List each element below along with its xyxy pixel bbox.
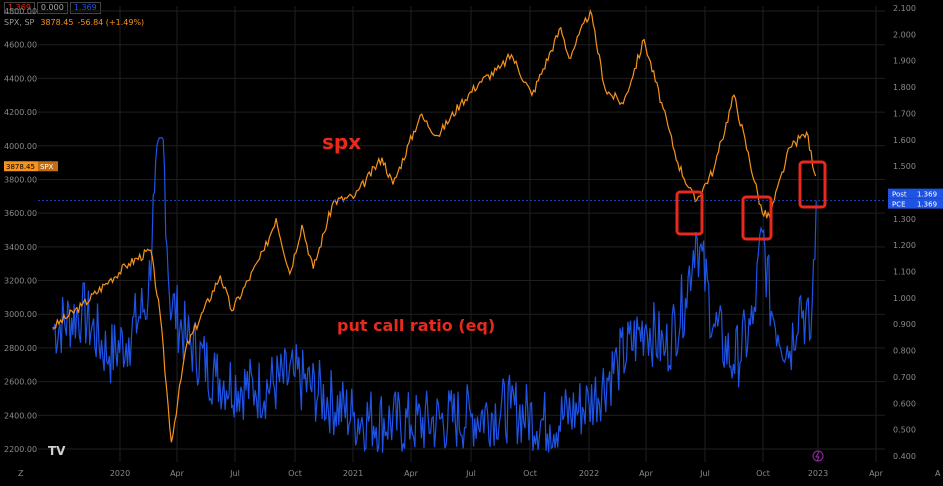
spx-line bbox=[52, 8, 817, 443]
x-axis-tick: Jul bbox=[465, 469, 476, 478]
highlight-box bbox=[741, 195, 773, 241]
left-axis-tick: 4400.00 bbox=[4, 74, 37, 83]
right-axis-tick: 2.000 bbox=[893, 30, 916, 39]
axis-corner-left: Z bbox=[18, 469, 24, 478]
highlight-box bbox=[675, 190, 704, 236]
right-axis-tick: 0.400 bbox=[893, 452, 916, 461]
left-axis-tick: 3600.00 bbox=[4, 209, 37, 218]
right-axis-tick: 1.500 bbox=[893, 162, 916, 171]
pcr-price-tag bbox=[888, 198, 943, 209]
x-axis-tick: Apr bbox=[170, 469, 185, 478]
right-axis-tick: 1.600 bbox=[893, 136, 916, 145]
pcr-price-tag-label: Post bbox=[892, 191, 907, 199]
x-axis-tick: 2020 bbox=[110, 469, 130, 478]
legend-value-c: 1.369 bbox=[69, 2, 101, 14]
right-axis-tick: 0.600 bbox=[893, 399, 916, 408]
highlight-box bbox=[798, 160, 827, 209]
put-call-ratio-line bbox=[52, 137, 817, 453]
right-axis-tick: 2.100 bbox=[893, 4, 916, 13]
pcr-price-tag-value: 1.369 bbox=[917, 201, 937, 209]
left-axis-tick: 4000.00 bbox=[4, 142, 37, 151]
spx-symbol-tag bbox=[38, 161, 58, 172]
symbol-label[interactable]: SPX, SP bbox=[4, 18, 35, 27]
right-axis-tick: 1.700 bbox=[893, 109, 916, 118]
chart-legend: 1.369 0.000 1.369 SPX, SP 3878.45 -56.84 (+1… bbox=[4, 2, 144, 27]
right-axis-tick: 0.900 bbox=[893, 320, 916, 329]
left-axis-tick: 2400.00 bbox=[4, 411, 37, 420]
left-axis-tick: 3200.00 bbox=[4, 277, 37, 286]
x-axis-tick: Jul bbox=[229, 469, 240, 478]
x-axis-tick: 2022 bbox=[579, 469, 599, 478]
symbol-last-price: 3878.45 bbox=[40, 18, 74, 27]
right-axis-tick: 1.200 bbox=[893, 241, 916, 250]
x-axis-tick: Jul bbox=[699, 469, 710, 478]
left-axis-tick: 2600.00 bbox=[4, 378, 37, 387]
left-axis-tick: 3800.00 bbox=[4, 175, 37, 184]
right-axis-tick: 1.300 bbox=[893, 215, 916, 224]
left-axis-tick: 4600.00 bbox=[4, 41, 37, 50]
x-axis-tick: Apr bbox=[869, 469, 884, 478]
right-axis-tick: 0.700 bbox=[893, 373, 916, 382]
pcr-price-tag bbox=[888, 188, 943, 199]
left-axis-tick: 4200.00 bbox=[4, 108, 37, 117]
x-axis-tick: Oct bbox=[523, 469, 537, 478]
spx-price-tag bbox=[4, 161, 38, 172]
left-axis-tick: 2200.00 bbox=[4, 445, 37, 454]
legend-value-a: 1.369 bbox=[4, 2, 35, 14]
x-axis-tick: Oct bbox=[756, 469, 770, 478]
tradingview-logo: TV bbox=[48, 444, 66, 458]
spx-symbol-tag-label: SPX bbox=[40, 163, 54, 171]
pcr-price-tag-value: 1.369 bbox=[917, 191, 937, 199]
left-axis-tick: 4800.00 bbox=[4, 7, 37, 16]
annotation-put-call-ratio: put call ratio (eq) bbox=[337, 316, 495, 335]
x-axis-tick: Apr bbox=[639, 469, 654, 478]
pcr-price-tag-label: PCE bbox=[892, 201, 906, 209]
symbol-change: -56.84 (+1.49%) bbox=[77, 18, 145, 27]
right-axis-tick: 1.000 bbox=[893, 294, 916, 303]
lightning-icon bbox=[812, 450, 824, 462]
legend-value-b: 0.000 bbox=[36, 2, 68, 14]
right-axis-tick: 1.800 bbox=[893, 83, 916, 92]
x-axis-tick: Oct bbox=[288, 469, 302, 478]
spx-price-tag-value: 3878.45 bbox=[6, 163, 35, 171]
left-axis-tick: 2800.00 bbox=[4, 344, 37, 353]
x-axis-tick: 2021 bbox=[343, 469, 363, 478]
x-axis-tick: 2023 bbox=[808, 469, 828, 478]
right-axis-tick: 0.800 bbox=[893, 347, 916, 356]
annotation-spx: spx bbox=[322, 130, 361, 154]
axis-corner-right: A bbox=[935, 469, 941, 478]
right-axis-tick: 0.500 bbox=[893, 426, 916, 435]
x-axis-tick: Apr bbox=[404, 469, 419, 478]
right-axis-tick: 1.100 bbox=[893, 268, 916, 277]
left-axis-tick: 3000.00 bbox=[4, 310, 37, 319]
left-axis-tick: 3400.00 bbox=[4, 243, 37, 252]
right-axis-tick: 1.900 bbox=[893, 57, 916, 66]
lightning-icon bbox=[815, 451, 820, 462]
